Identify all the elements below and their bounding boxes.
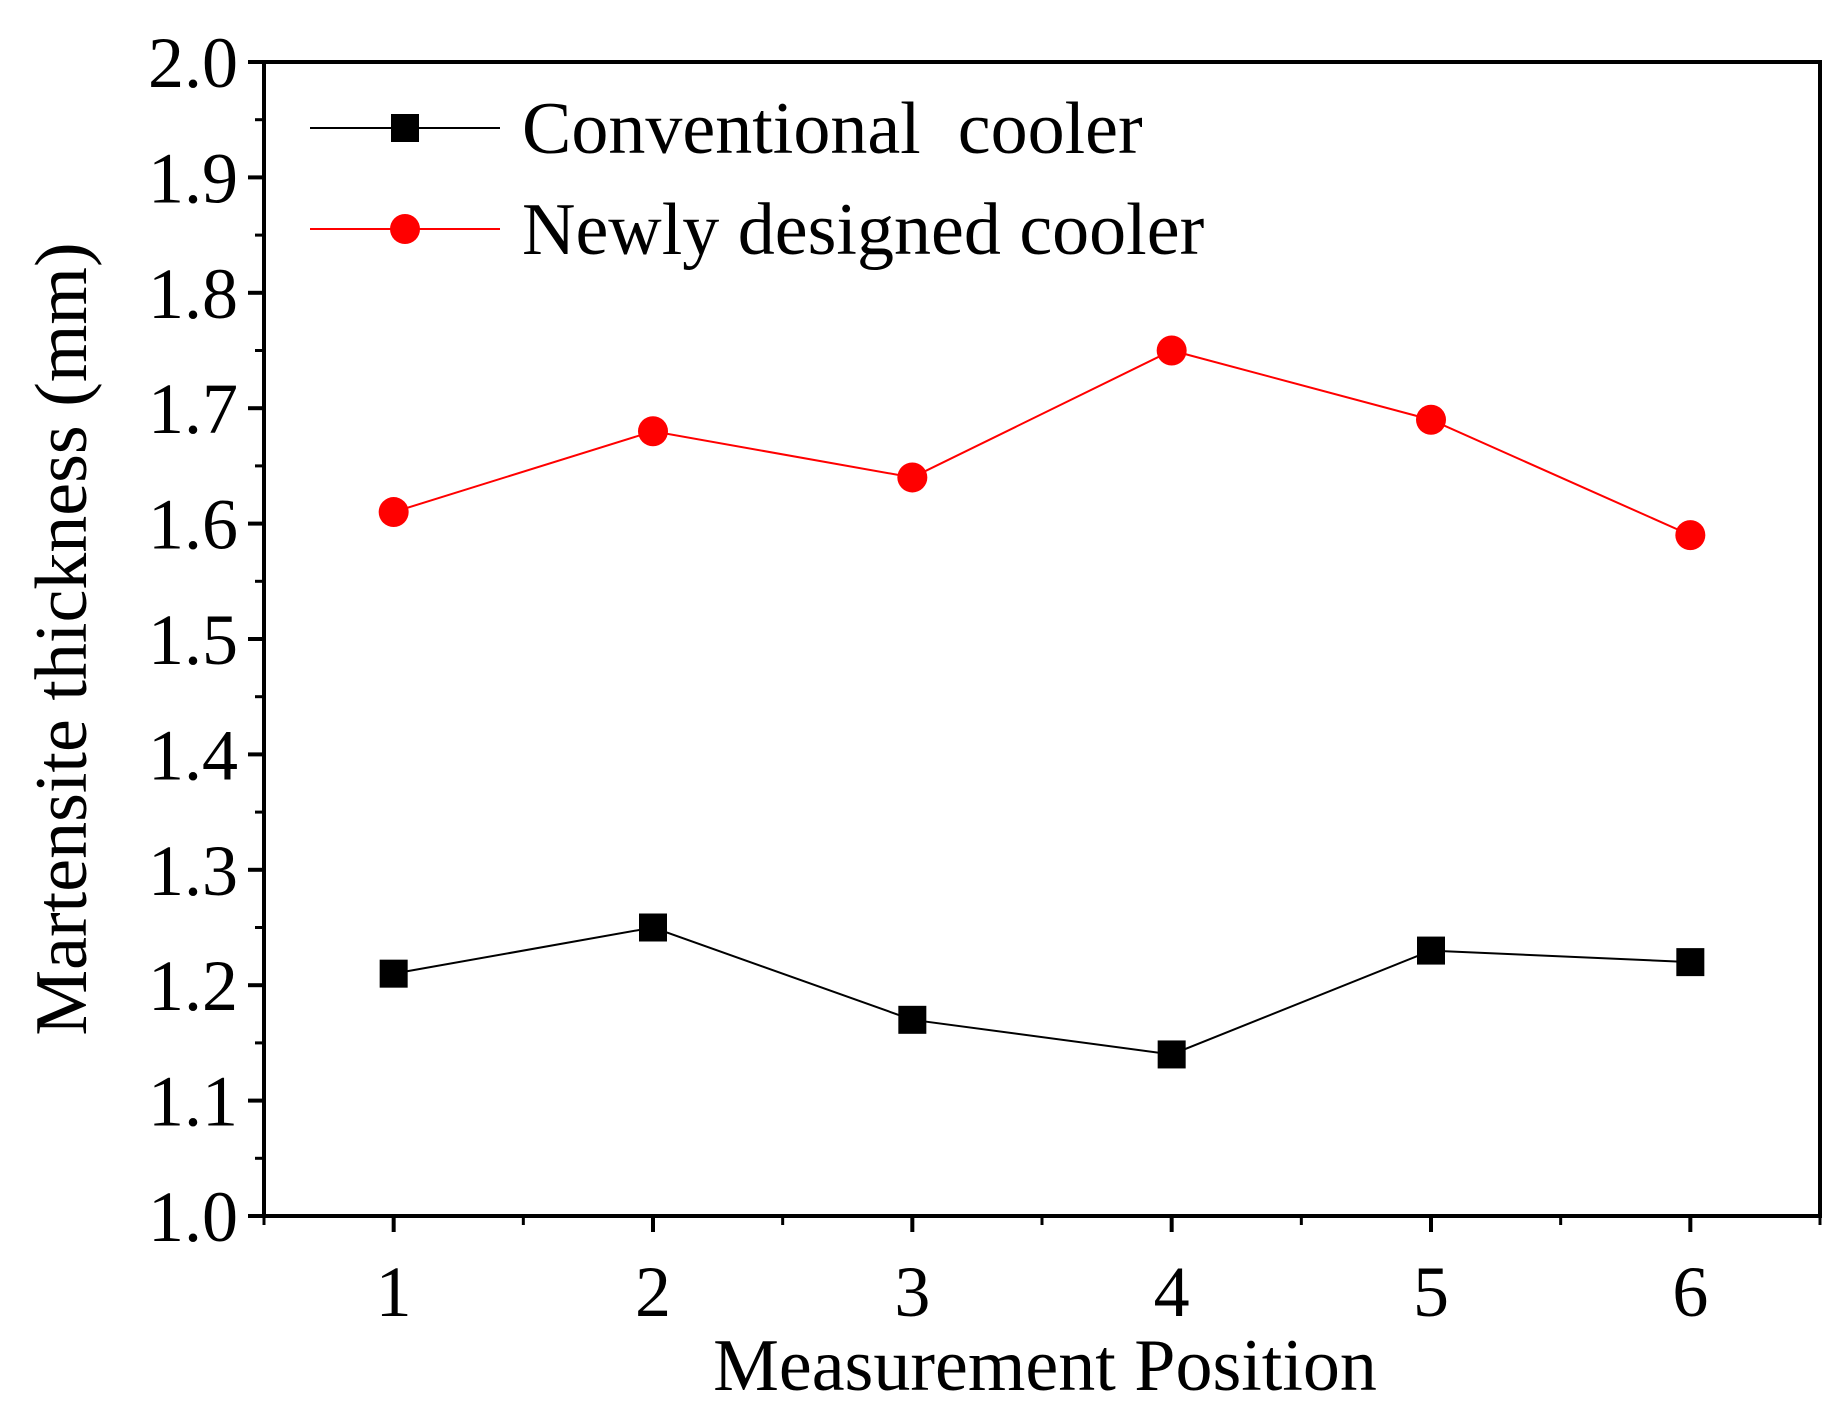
y-tick-label: 1.6 <box>148 485 238 565</box>
y-tick-label: 1.9 <box>148 138 238 218</box>
data-point-circle <box>897 462 928 493</box>
data-point-square <box>639 913 667 942</box>
y-tick-label: 1.1 <box>148 1062 238 1142</box>
x-tick-label: 3 <box>894 1252 930 1332</box>
series-line-0 <box>393 926 1691 1056</box>
data-point-square <box>379 959 408 988</box>
y-tick-label: 2.0 <box>148 23 238 103</box>
data-series <box>378 335 1706 1069</box>
legend-label-newly-designed-cooler: Newly designed cooler <box>522 189 1204 271</box>
legend-label-conventional-cooler: Conventional cooler <box>522 88 1143 170</box>
x-tick-label: 1 <box>376 1252 412 1332</box>
y-tick-label: 1.7 <box>148 369 238 449</box>
y-tick-label: 1.8 <box>148 254 238 334</box>
y-tick-label: 1.0 <box>148 1177 238 1257</box>
y-axis-title: Martensite thickness (mm) <box>21 242 103 1035</box>
data-point-circle <box>1416 404 1446 435</box>
data-point-square <box>1417 936 1445 965</box>
legend: Conventional cooler Newly designed coole… <box>310 88 1204 271</box>
legend-marker-square <box>391 114 419 142</box>
data-point-square <box>1676 948 1705 977</box>
axis-ticks: 1.0 1.1 1.2 1.3 1.4 1.5 1.6 1.7 1.8 1.9 2.0 1 2 3 4 5 6 <box>148 23 1822 1332</box>
data-point-square <box>1157 1040 1186 1069</box>
data-point-circle <box>378 497 409 528</box>
y-tick-label: 1.5 <box>148 600 238 680</box>
legend-marker-circle <box>390 214 420 244</box>
x-tick-label: 4 <box>1154 1252 1190 1332</box>
data-point-circle <box>638 416 668 447</box>
x-axis-title: Measurement Position <box>713 1325 1377 1407</box>
data-point-circle <box>1156 335 1187 366</box>
series-line-1 <box>393 349 1691 537</box>
data-point-square <box>898 1005 927 1034</box>
y-tick-label: 1.2 <box>148 946 238 1026</box>
x-tick-label: 2 <box>635 1252 671 1332</box>
x-tick-label: 6 <box>1672 1252 1708 1332</box>
y-tick-label: 1.4 <box>148 715 238 795</box>
x-tick-label: 5 <box>1413 1252 1449 1332</box>
data-point-circle <box>1675 520 1706 551</box>
y-tick-label: 1.3 <box>148 831 238 911</box>
plot-frame <box>262 60 1822 1218</box>
